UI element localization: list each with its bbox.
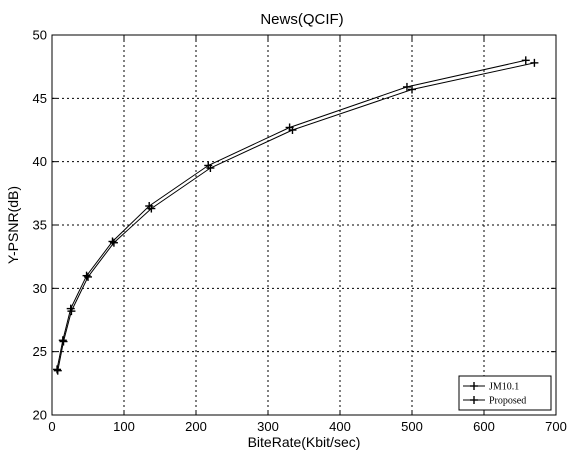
chart-title: News(QCIF) [260, 11, 343, 28]
y-tick-label: 45 [33, 91, 47, 106]
x-tick-label: 0 [48, 419, 55, 434]
data-point-marker [84, 272, 92, 281]
series-layer [53, 56, 539, 375]
data-point-marker [288, 126, 297, 134]
legend-label: Proposed [489, 396, 526, 407]
x-tick-label: 300 [257, 419, 279, 434]
series-1 [53, 58, 539, 375]
data-point-marker [53, 365, 62, 374]
data-point-marker [147, 204, 156, 213]
y-tick-label: 20 [33, 408, 47, 423]
data-point-marker [408, 85, 416, 94]
y-tick-label: 30 [33, 281, 47, 296]
series-line [57, 62, 535, 371]
data-point-marker [53, 366, 62, 375]
legend: JM10.1 Proposed [458, 375, 552, 411]
data-point-marker [67, 307, 76, 316]
series-line [56, 59, 526, 370]
data-point-marker [470, 382, 478, 390]
x-tick-label: 200 [185, 419, 207, 434]
x-tick-label: 400 [329, 419, 351, 434]
x-tick-label: 100 [113, 419, 135, 434]
series-0 [53, 56, 530, 374]
y-tick-label: 50 [33, 28, 47, 43]
data-point-marker [109, 238, 118, 247]
y-tick-label: 35 [33, 218, 47, 233]
data-point-marker [521, 56, 530, 65]
data-point-marker [530, 58, 539, 67]
y-tick-label: 25 [33, 344, 47, 359]
data-point-marker [470, 396, 478, 404]
legend-entry: Proposed [463, 396, 526, 407]
x-tick-label: 600 [473, 419, 495, 434]
legend-label: JM10.1 [489, 382, 519, 393]
grid-lines [52, 35, 556, 415]
legend-box [458, 375, 552, 411]
legend-entry: JM10.1 [463, 382, 519, 393]
x-tick-label: 500 [401, 419, 423, 434]
data-point-marker [402, 82, 411, 91]
y-axis-label: Y-PSNR(dB) [5, 186, 21, 264]
tick-layer: 0 100 200 300 400 500 600 700 20 25 30 35 40 45 50 [33, 28, 567, 435]
data-point-marker [206, 164, 215, 172]
legend-entries: JM10.1 Proposed [463, 382, 526, 407]
data-point-marker [59, 337, 68, 346]
x-axis-label: BiteRate(Kbit/sec) [248, 434, 361, 450]
x-tick-label: 700 [545, 419, 567, 434]
y-tick-label: 40 [33, 154, 47, 169]
